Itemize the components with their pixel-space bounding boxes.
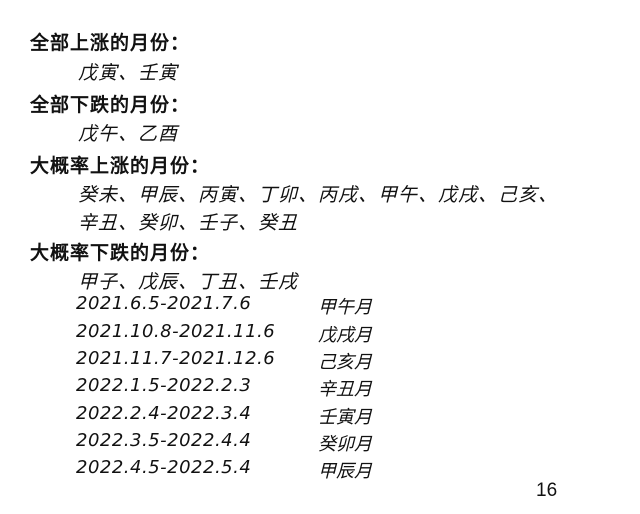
list-likely-rise-2: 辛丑、癸卯、壬子、癸丑 (78, 212, 299, 234)
month-name: 癸卯月 (318, 434, 372, 455)
page-number: 16 (536, 480, 558, 501)
date-range: 2022.1.5-2022.2.3 (76, 375, 252, 396)
date-range: 2021.10.8-2021.11.6 (76, 321, 276, 342)
list-all-fall: 戊午、乙酉 (78, 123, 179, 145)
date-range: 2022.3.5-2022.4.4 (76, 430, 252, 451)
heading-all-fall: 全部下跌的月份： (30, 94, 191, 116)
month-name: 壬寅月 (318, 407, 372, 428)
list-likely-fall: 甲子、戊辰、丁丑、壬戌 (78, 271, 299, 293)
month-name: 甲辰月 (318, 461, 372, 482)
heading-all-rise: 全部上涨的月份： (30, 32, 191, 54)
date-range: 2022.2.4-2022.3.4 (76, 403, 252, 424)
date-range: 2021.6.5-2021.7.6 (76, 293, 252, 314)
month-name: 戊戌月 (318, 325, 372, 346)
month-name: 辛丑月 (318, 379, 372, 400)
list-likely-rise-1: 癸未、甲辰、丙寅、丁卯、丙戌、甲午、戊戌、己亥、 (78, 184, 559, 206)
date-range: 2022.4.5-2022.5.4 (76, 457, 252, 478)
heading-likely-rise: 大概率上涨的月份： (30, 155, 211, 177)
month-name: 甲午月 (318, 297, 372, 318)
heading-likely-fall: 大概率下跌的月份： (30, 242, 211, 264)
month-name: 己亥月 (318, 352, 372, 373)
list-all-rise: 戊寅、壬寅 (78, 62, 179, 84)
date-range: 2021.11.7-2021.12.6 (76, 348, 276, 369)
